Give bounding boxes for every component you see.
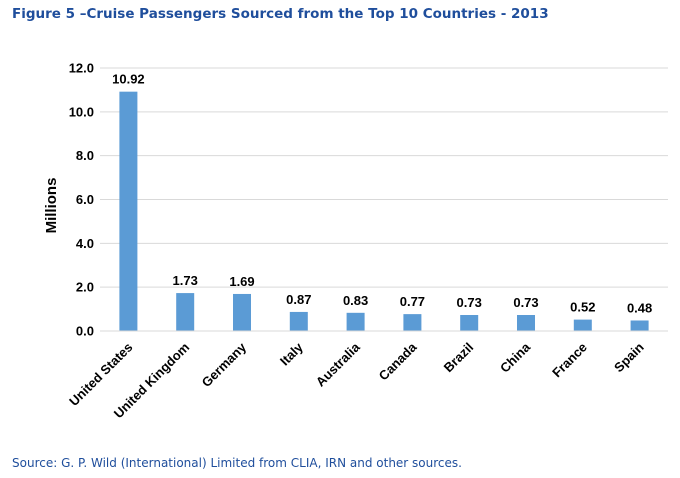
y-tick-label: 6.0 [76,192,94,207]
figure-title: Figure 5 –Cruise Passengers Sourced from… [12,6,549,22]
bar [176,293,195,331]
bar [119,91,138,331]
x-category-label: Australia [313,339,363,389]
y-tick-label: 12.0 [69,61,94,76]
x-category-label: China [497,339,534,376]
bar-chart: 10.92 1.73 1.69 0.87 0.83 0.77 0.73 0.73 0.52 0.4… [43,61,668,421]
data-label: 0.52 [570,300,595,315]
y-axis-title: Millions [43,178,60,234]
bar [289,311,308,331]
x-category-label: Italy [277,339,307,369]
y-tick-label: 10.0 [69,104,94,119]
data-label: 1.69 [229,274,254,289]
bar [233,293,251,331]
data-label: 0.73 [513,295,538,310]
data-label: 0.83 [343,293,368,308]
data-label: 1.73 [173,273,198,288]
y-tick-label: 8.0 [76,148,94,163]
data-labels: 10.92 1.73 1.69 0.87 0.83 0.77 0.73 0.73 0.52 0.4… [112,72,652,316]
bar [517,315,535,331]
bars [119,91,649,331]
data-label: 0.87 [286,292,311,307]
data-label: 0.77 [400,294,425,309]
x-category-label: Canada [376,339,420,383]
y-axis-ticks: 0.0 2.0 4.0 6.0 8.0 10.0 12.0 [69,61,94,339]
x-category-label: Germany [199,339,250,390]
y-tick-label: 2.0 [76,280,94,295]
data-label: 0.48 [627,300,652,315]
bar [460,315,479,331]
x-category-label: Brazil [441,340,477,376]
x-category-label: Spain [611,339,647,375]
x-category-label: France [549,340,590,381]
bar [346,312,365,331]
source-note: Source: G. P. Wild (International) Limit… [12,456,462,470]
y-tick-label: 4.0 [76,236,94,251]
bar [403,314,422,331]
gridlines [100,67,668,288]
data-label: 10.92 [112,72,145,87]
y-tick-label: 0.0 [76,324,94,339]
data-label: 0.73 [457,295,482,310]
bar [630,320,649,331]
bar [573,319,592,331]
